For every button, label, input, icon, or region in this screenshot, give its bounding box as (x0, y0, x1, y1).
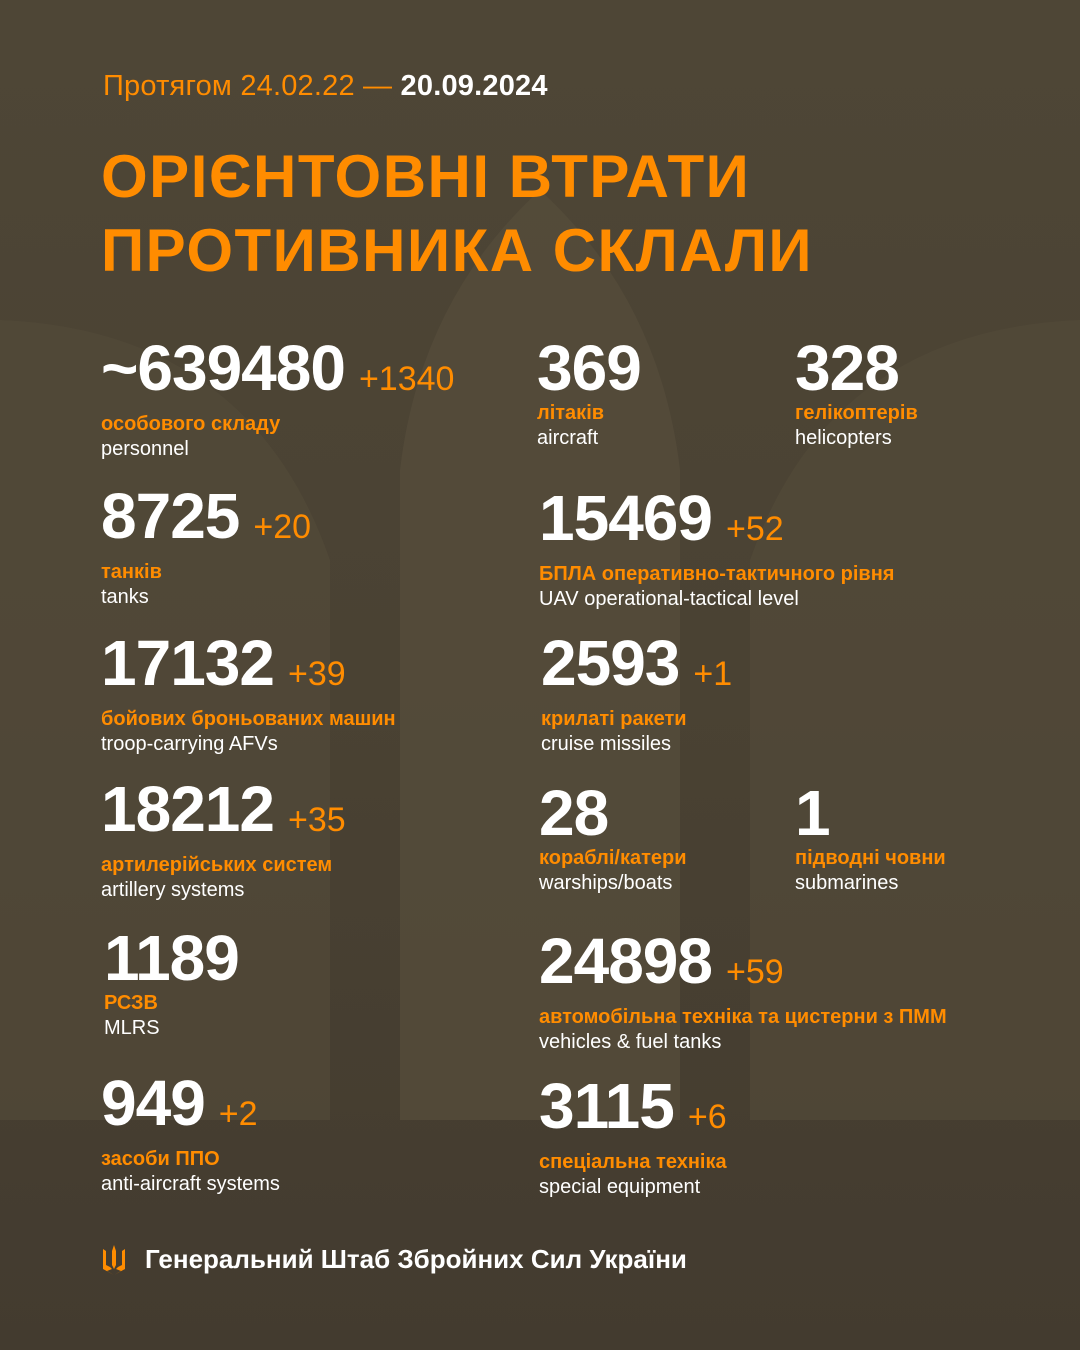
stat-label-ua: підводні човни (795, 847, 946, 869)
stat-value: 8725 +20 (101, 483, 311, 560)
stat-label-ua: артилерійських систем (101, 854, 333, 876)
stat-label-ua: літаків (537, 402, 605, 424)
stat-label-en: troop-carrying AFVs (101, 733, 278, 755)
value: 2593 (541, 627, 680, 699)
stat-delta: +1340 (358, 360, 455, 398)
stat-label-en: UAV operational-tactical level (539, 588, 799, 610)
stat-label-ua: гелікоптерів (795, 402, 918, 424)
stat-item: 3115 +6 спеціальна техніка special equipm… (539, 1073, 727, 1200)
stat-delta: +59 (725, 953, 784, 991)
stat-label-en: special equipment (539, 1176, 701, 1198)
stat-value: 17132 +39 (101, 630, 396, 707)
stat-value: 1 (795, 780, 946, 846)
value: 1 (795, 777, 831, 849)
value: 3115 (539, 1070, 675, 1142)
stat-delta: +35 (287, 801, 346, 839)
value: 15469 (539, 482, 713, 554)
stat-item: 1 підводні човни submarines (795, 780, 946, 896)
stat-item: 1189 РСЗВ MLRS (104, 922, 240, 1041)
stat-label-ua: автомобільна техніка та цистерни з ПММ (539, 1006, 947, 1028)
stat-delta: +20 (253, 508, 312, 546)
stat-label-ua: крилаті ракети (541, 708, 687, 730)
stat-value: 2593 +1 (541, 630, 732, 707)
period-end: 20.09.2024 (400, 70, 548, 102)
stat-delta: +6 (687, 1098, 727, 1136)
stat-value: 15469 +52 (539, 485, 894, 562)
stat-label-en: tanks (101, 586, 149, 608)
stat-value: 328 (795, 335, 918, 401)
stat-label-ua: БПЛА оперативно-тактичного рівня (539, 563, 895, 585)
footer-text: Генеральний Штаб Збройних Сил України (145, 1244, 687, 1274)
title-line-1: ОРІЄНТОВНІ ВТРАТИ (101, 143, 751, 210)
stat-item: 369 літаків aircraft (537, 332, 642, 451)
value: 1189 (104, 922, 240, 994)
stat-value: 28 (539, 780, 687, 846)
stat-label-en: artillery systems (101, 879, 245, 901)
value: 949 (101, 1067, 206, 1139)
value: 17132 (101, 627, 275, 699)
stat-label-ua: особового складу (101, 413, 281, 435)
stat-label-ua: засоби ППО (101, 1148, 220, 1170)
page-title: ОРІЄНТОВНІ ВТРАТИ ПРОТИВНИКА СКЛАЛИ (101, 140, 813, 288)
value: 24898 (539, 925, 713, 997)
stat-value: 24898 +59 (539, 928, 947, 1005)
stat-label-en: cruise missiles (541, 733, 672, 755)
stat-label-ua: кораблі/катери (539, 847, 687, 869)
stat-label-ua: бойових броньованих машин (101, 708, 396, 730)
stat-value: 3115 +6 (539, 1073, 727, 1150)
value: 8725 (101, 480, 240, 552)
stat-value: 369 (537, 332, 642, 404)
stat-item: 328 гелікоптерів helicopters (795, 335, 918, 451)
value: 328 (795, 332, 900, 404)
stat-label-en: warships/boats (539, 872, 673, 894)
title-line-2: ПРОТИВНИКА СКЛАЛИ (101, 217, 814, 284)
value: 18212 (101, 773, 275, 845)
stat-label-ua: РСЗВ (104, 992, 158, 1014)
stat-label-en: vehicles & fuel tanks (539, 1031, 722, 1053)
stat-label-en: helicopters (795, 427, 892, 449)
stat-item: 24898 +59 автомобільна техніка та цистерн… (539, 928, 947, 1055)
period: Протягом 24.02.22 — 20.09.2024 (103, 70, 548, 103)
stat-label-en: personnel (101, 438, 189, 460)
stat-label-en: MLRS (104, 1017, 160, 1039)
trident-icon (103, 1244, 125, 1275)
stat-item: 28 кораблі/катери warships/boats (539, 780, 687, 896)
stat-delta: +2 (218, 1095, 258, 1133)
stat-label-en: anti-aircraft systems (101, 1173, 280, 1195)
stat-item: 15469 +52 БПЛА оперативно-тактичного рівн… (539, 485, 894, 612)
period-start: Протягом 24.02.22 — (103, 70, 393, 102)
stat-value: 18212 +35 (101, 776, 346, 853)
stat-item: 8725 +20 танків tanks (101, 483, 311, 610)
stat-label-ua: танків (101, 561, 162, 583)
stat-value: 949 +2 (101, 1070, 280, 1147)
stat-item: ~639480 +1340 особового складу personnel (101, 335, 454, 462)
value: 28 (539, 777, 609, 849)
stat-delta: +39 (287, 655, 346, 693)
footer: Генеральний Штаб Збройних Сил України (101, 1244, 687, 1275)
stat-value: 1189 (104, 922, 240, 994)
stat-item: 18212 +35 артилерійських систем artillery… (101, 776, 346, 903)
value: 369 (537, 332, 642, 404)
stat-item: 949 +2 засоби ППО anti-aircraft systems (101, 1070, 280, 1197)
stat-label-en: aircraft (537, 427, 599, 449)
stat-item: 17132 +39 бойових броньованих машин troop… (101, 630, 396, 757)
stat-item: 2593 +1 крилаті ракети cruise missiles (541, 630, 732, 757)
stat-label-ua: спеціальна техніка (539, 1151, 727, 1173)
stat-delta: +1 (693, 655, 733, 693)
stat-label-en: submarines (795, 872, 899, 894)
stat-value: ~639480 +1340 (101, 335, 454, 412)
stat-delta: +52 (725, 510, 784, 548)
value: ~639480 (101, 332, 346, 404)
